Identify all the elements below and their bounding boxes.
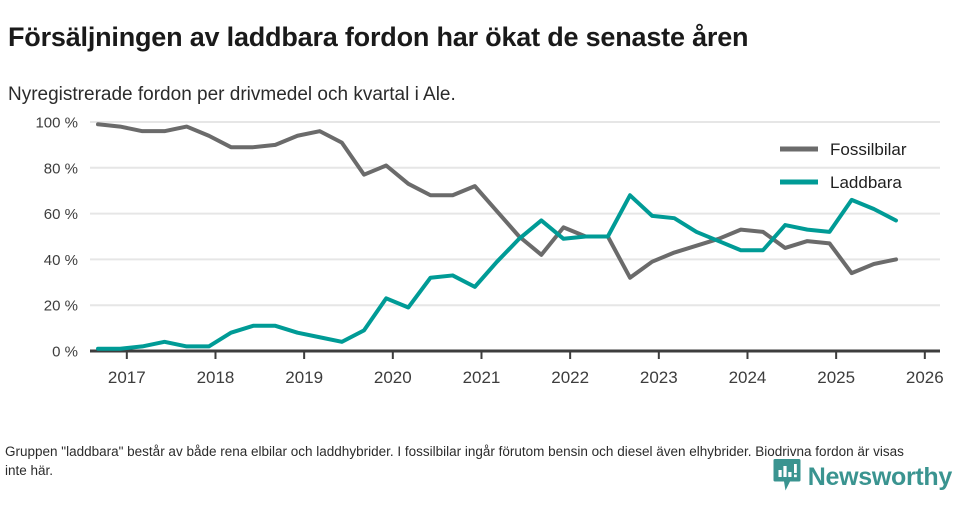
- gridlines-group: [90, 121, 940, 307]
- y-axis-tick-labels: 0 % 20 % 40 % 60 % 80 % 100 %: [35, 115, 78, 361]
- x-axis-tick-label: 2019: [285, 368, 323, 387]
- x-axis-tick-label: 2017: [108, 368, 146, 387]
- x-axis-tick-label: 2026: [906, 368, 944, 387]
- x-axis-group: [90, 349, 940, 359]
- series-line-fossilbilar: [96, 122, 898, 280]
- y-axis-tick-label: 20 %: [44, 298, 78, 315]
- chart-footnote: Gruppen "laddbara" består av både rena e…: [5, 443, 904, 479]
- legend-label: Fossilbilar: [830, 140, 907, 159]
- x-axis-tick-label: 2021: [463, 368, 501, 387]
- y-axis-tick-label: 80 %: [44, 160, 78, 177]
- x-axis-tick-label: 2023: [640, 368, 678, 387]
- chart-plot-area: 0 % 20 % 40 % 60 % 80 % 100 % 2017 2018 2019 202…: [0, 105, 960, 395]
- data-series-group: [96, 122, 898, 351]
- bar-chart-speech-bubble-icon: [773, 458, 801, 497]
- brand-name: Newsworthy: [807, 463, 953, 491]
- y-axis-tick-label: 0 %: [52, 344, 78, 361]
- y-axis-tick-label: 100 %: [35, 115, 78, 132]
- line-chart-svg: 0 % 20 % 40 % 60 % 80 % 100 % 2017 2018 2019 202…: [35, 115, 944, 388]
- y-axis-tick-label: 40 %: [44, 252, 78, 269]
- x-axis-tick-label: 2018: [197, 368, 235, 387]
- x-axis-tick-labels: 2017 2018 2019 2020 2021 2022 2023 2024 2025 2026: [108, 368, 944, 387]
- chart-subtitle: Nyregistrerade fordon per drivmedel och …: [8, 83, 456, 105]
- legend-label: Laddbara: [830, 173, 902, 192]
- series-line-laddbara: [96, 193, 898, 351]
- chart-legend: Fossilbilar Laddbara: [780, 140, 907, 192]
- page-title: Försäljningen av laddbara fordon har öka…: [8, 22, 749, 53]
- y-axis-tick-label: 60 %: [44, 206, 78, 223]
- x-axis-tick-label: 2025: [817, 368, 855, 387]
- x-axis-tick-label: 2022: [551, 368, 589, 387]
- newsworthy-brand: Newsworthy: [773, 458, 952, 497]
- x-axis-tick-label: 2024: [729, 368, 767, 387]
- x-axis-tick-label: 2020: [374, 368, 412, 387]
